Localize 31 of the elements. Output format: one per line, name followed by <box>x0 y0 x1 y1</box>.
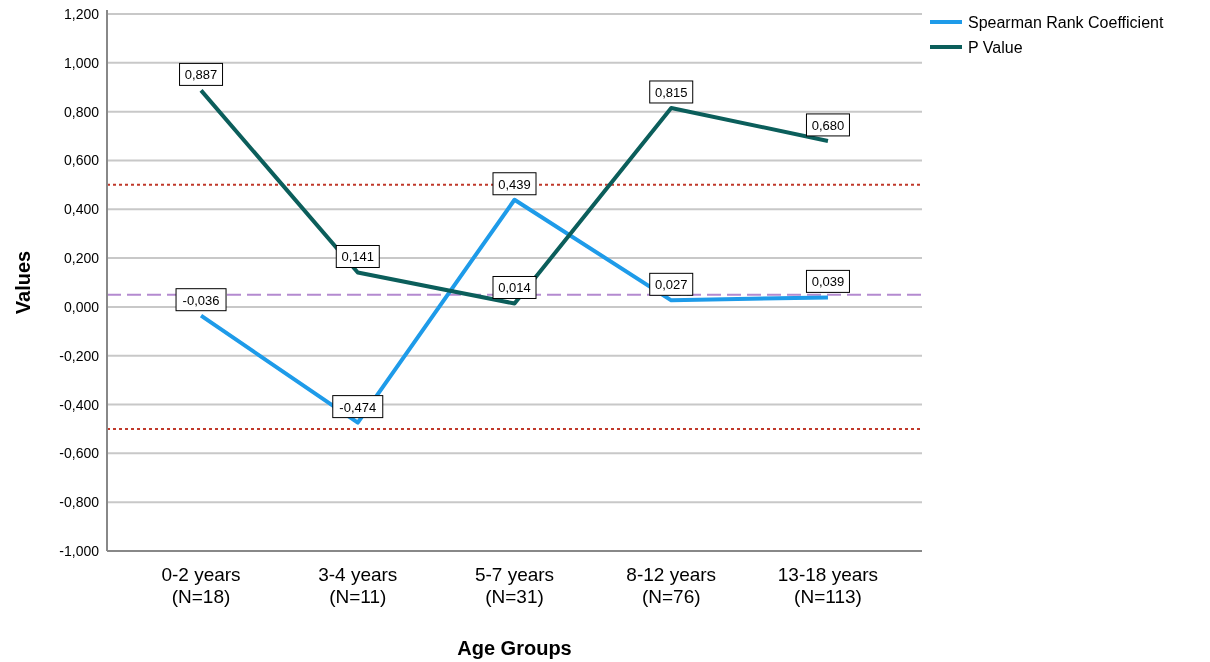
data-label: 0,014 <box>498 280 531 296</box>
x-tick-label: 8-12 years (N=76) <box>626 564 717 607</box>
legend-label: P Value <box>968 39 1023 56</box>
y-tick-label: -0,200 <box>59 347 100 364</box>
y-tick-label: 0,600 <box>63 152 100 169</box>
y-tick-label: -0,400 <box>59 396 100 413</box>
data-label: 0,680 <box>811 117 845 133</box>
x-tick-label: 0-2 years (N=18) <box>161 564 241 607</box>
y-tick-label: 0,200 <box>63 250 100 267</box>
x-axis-title: Age Groups <box>457 637 572 659</box>
x-tick-label: 3-4 years (N=11) <box>318 564 398 607</box>
y-tick-label: 1,000 <box>63 54 100 71</box>
y-tick-label: -0,600 <box>59 445 100 462</box>
y-tick-label: -0,800 <box>59 494 100 511</box>
data-label: -0,474 <box>339 399 377 415</box>
y-axis-title: Values <box>12 250 34 315</box>
x-tick-label: 13-18 years (N=113) <box>777 564 879 607</box>
x-tick-label: 5-7 years (N=31) <box>474 564 555 607</box>
y-tick-label: 1,200 <box>63 6 100 22</box>
y-tick-label: 0,800 <box>63 103 100 120</box>
y-tick-label: 0,000 <box>63 298 100 315</box>
legend-label: Spearman Rank Coefficient <box>968 14 1164 31</box>
data-label: 0,815 <box>654 84 688 100</box>
data-label: 0,141 <box>341 249 375 265</box>
data-label: 0,027 <box>654 277 688 293</box>
y-tick-label: -1,000 <box>59 543 100 559</box>
y-tick-label: 0,400 <box>63 201 100 218</box>
data-label: 0,439 <box>498 176 531 192</box>
data-label: 0,039 <box>811 274 845 290</box>
data-label: -0,036 <box>182 292 220 308</box>
data-label: 0,887 <box>184 67 218 83</box>
